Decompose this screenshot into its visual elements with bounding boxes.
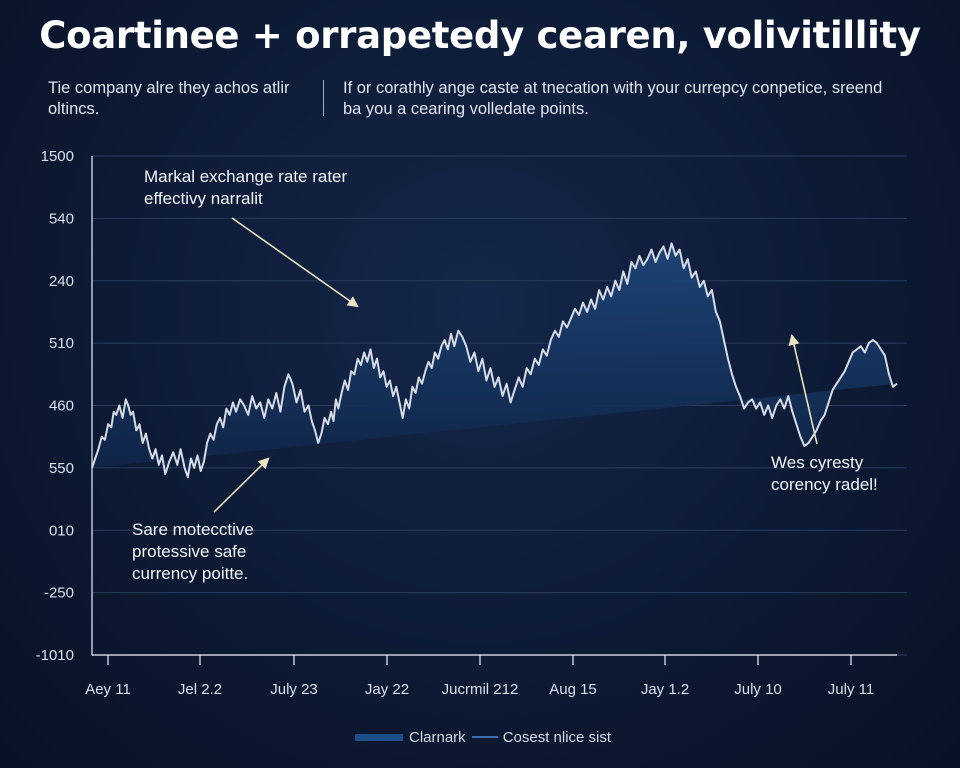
subtitle-divider — [323, 80, 324, 116]
chart-title: Coartinee + orrapetedy cearen, volivitil… — [39, 14, 921, 57]
x-tick-label-4: Jucrmil 212 — [442, 681, 519, 698]
x-tick-label-3: Jay 22 — [365, 681, 409, 698]
y-tick-label-5: 550 — [49, 460, 74, 477]
area-layer — [91, 242, 898, 479]
annotation-bottom-left: Sare motecctive protessive safe currency… — [132, 520, 254, 583]
legend-label-line: Cosest nlice sist — [502, 728, 612, 746]
y-tick-label-6: 010 — [49, 522, 74, 539]
legend-swatch-line — [471, 736, 498, 738]
annotation-right: Wes cyresty corency radel! — [771, 453, 878, 494]
y-tick-label-3: 510 — [49, 335, 74, 352]
x-tick-label-0: Aey 11 — [85, 681, 131, 698]
arrow-layer — [213, 217, 818, 513]
x-tick-label-2: July 23 — [270, 681, 318, 698]
annotation-arrow-top — [231, 217, 359, 308]
x-tick-label-6: Jay 1.2 — [641, 681, 689, 698]
annotation-arrow-bottom-left — [213, 457, 270, 513]
x-tick-label-5: Aug 15 — [549, 681, 597, 698]
axis-layer: 1500 540 240 510 460 550 010 -250 -1010 Aey 11 Jel… — [36, 148, 897, 698]
subtitle-left: Tie company alre they achos atlir oltinc… — [48, 79, 290, 118]
legend-label-area: Clarnark — [409, 728, 466, 746]
annotation-arrow-right — [788, 333, 818, 445]
y-tick-label-7: -250 — [44, 585, 74, 602]
y-tick-label-0: 1500 — [41, 148, 74, 165]
x-tick-label-8: July 11 — [828, 681, 874, 698]
y-tick-label-4: 460 — [49, 398, 74, 415]
legend-swatch-area — [355, 733, 403, 741]
x-tick-label-7: July 10 — [734, 681, 782, 698]
series-line-clarnark — [91, 242, 898, 479]
y-tick-label-1: 540 — [49, 210, 74, 227]
subtitle-right: If or corathly ange caste at tnecation w… — [343, 79, 883, 118]
series-area-clarnark — [92, 243, 897, 478]
chart-legend: Clarnark Cosest nlice sist — [355, 727, 611, 747]
y-tick-label-8: -1010 — [36, 647, 74, 664]
annotation-top: Markal exchange rate rater effectivy nar… — [144, 167, 348, 208]
x-tick-label-1: Jel 2.2 — [178, 681, 222, 698]
y-tick-label-2: 240 — [49, 273, 74, 290]
